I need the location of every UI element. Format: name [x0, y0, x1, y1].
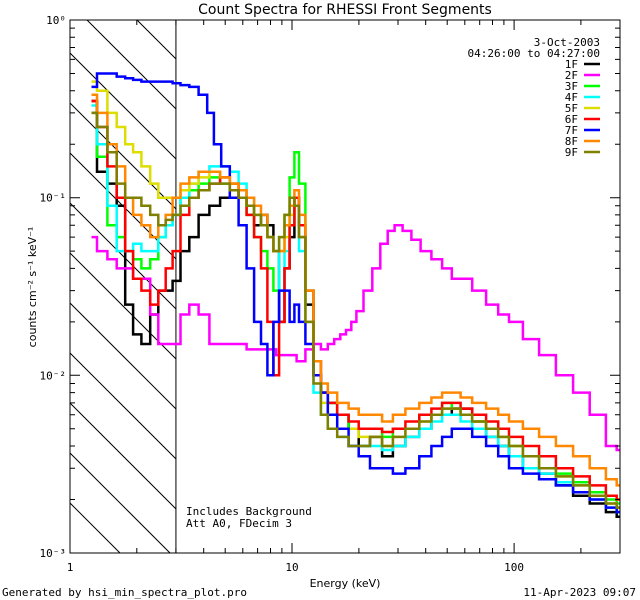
hatch-lines — [69, 19, 177, 554]
x-tick-label: 10 — [285, 561, 298, 574]
x-tick-label: 100 — [504, 561, 524, 574]
series-line-2f — [91, 223, 620, 452]
footer-timestamp: 11-Apr-2023 09:07 — [523, 586, 636, 599]
plot-frame — [69, 19, 621, 554]
y-tick-label: 10⁻¹ — [40, 192, 67, 205]
legend-label-9f: 9F — [565, 146, 578, 159]
legend-label-5f: 5F — [565, 102, 578, 115]
y-tick-label: 10⁻² — [40, 369, 67, 382]
legend-label-8f: 8F — [565, 135, 578, 148]
info-time: 04:26:00 to 04:27:00 — [468, 47, 600, 60]
axis-ticks — [69, 19, 621, 554]
series-line-4f — [91, 104, 620, 514]
legend-label-1f: 1F — [565, 58, 578, 71]
note-attenuator: Att A0, FDecim 3 — [186, 517, 292, 530]
series-line-6f — [91, 99, 620, 501]
y-tick-label: 10⁻³ — [40, 547, 67, 560]
series-line-9f — [91, 111, 620, 509]
info-date: 3-Oct-2003 — [534, 36, 600, 49]
x-axis-label: Energy (keV) — [310, 577, 381, 590]
legend-label-3f: 3F — [565, 80, 578, 93]
y-tick-label: 10⁰ — [46, 14, 66, 27]
legend-label-4f: 4F — [565, 91, 578, 104]
legend-label-7f: 7F — [565, 124, 578, 137]
hatched-region — [69, 19, 177, 554]
footer-generated-by: Generated by hsi_min_spectra_plot.pro — [2, 586, 247, 599]
y-axis-label: counts cm⁻² s⁻¹ keV⁻¹ — [26, 227, 39, 348]
note-background: Includes Background — [186, 505, 312, 518]
legend-label-6f: 6F — [565, 113, 578, 126]
chart-title: Count Spectra for RHESSI Front Segments — [198, 2, 492, 18]
series-line-5f — [91, 80, 620, 509]
x-tick-label: 1 — [67, 561, 74, 574]
legend-label-2f: 2F — [565, 69, 578, 82]
tick-marks — [69, 19, 621, 554]
